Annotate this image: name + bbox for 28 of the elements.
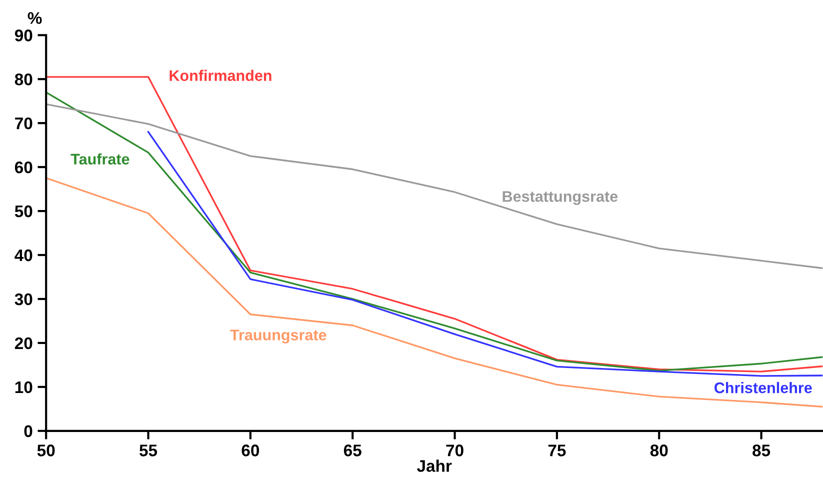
x-tick-label: 80 <box>650 444 668 456</box>
y-tick-label: 80 <box>14 74 32 86</box>
line-series <box>147 131 823 377</box>
y-tick-label: 70 <box>15 117 32 130</box>
series-label: Konfirmanden <box>170 70 272 82</box>
x-axis-title: Jahr <box>416 460 452 472</box>
series-label: Bestattungsrate <box>502 191 618 205</box>
y-tick-label: 50 <box>14 205 32 218</box>
y-tick-label: 40 <box>14 249 32 262</box>
y-tick-label: 10 <box>15 381 32 394</box>
x-tick-label: 60 <box>242 444 260 456</box>
y-tick-label: 90 <box>14 30 32 42</box>
x-tick-label: 70 <box>446 444 464 456</box>
series-label: Taufrate <box>70 153 130 165</box>
x-tick-label: 85 <box>752 444 770 456</box>
x-tick-label: 55 <box>140 444 158 456</box>
line-series <box>46 177 823 408</box>
line-series <box>46 103 823 270</box>
y-tick-label: 0 <box>24 425 32 438</box>
y-axis-title: % <box>28 12 42 24</box>
x-tick-label: 65 <box>344 444 362 456</box>
x-tick-label: 50 <box>37 444 55 456</box>
series-label: Christenlehre <box>714 382 812 394</box>
y-tick-label: 30 <box>14 293 32 306</box>
y-tick-label: 20 <box>14 337 32 350</box>
x-tick-label: 75 <box>548 444 566 456</box>
y-tick-label: 60 <box>14 161 32 174</box>
series-label: Trauungsrate <box>230 330 326 344</box>
